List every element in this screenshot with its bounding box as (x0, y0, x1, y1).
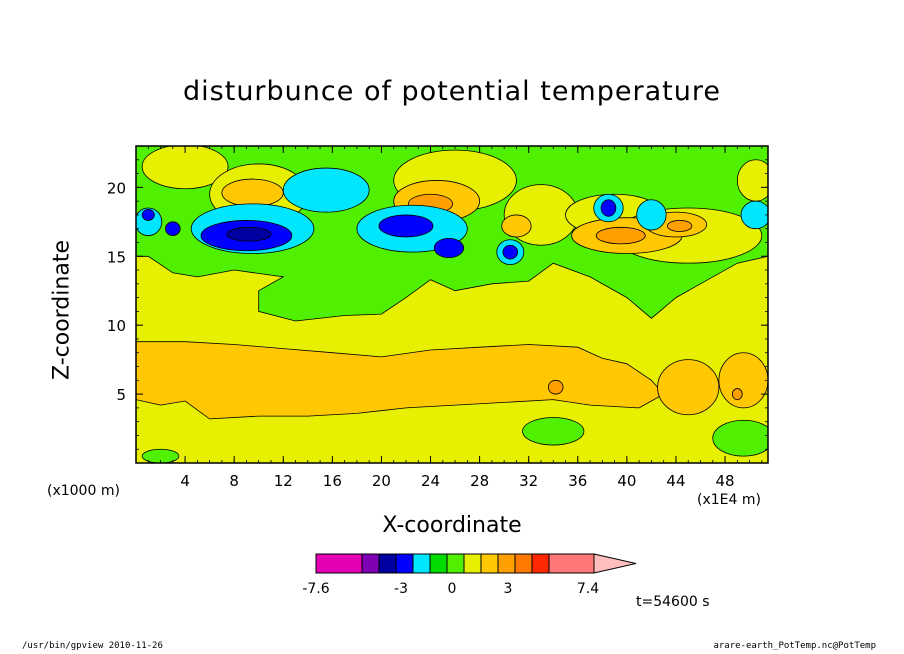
chart-title: disturbunce of potential temperature (183, 76, 721, 107)
colorbar: -7.6 -3 0 3 7.4 (302, 553, 637, 597)
footer-right: arare-earth_PotTemp.nc@PotTemp (713, 641, 876, 651)
x-tick-label: 32 (519, 472, 538, 490)
blob-blue (165, 221, 181, 236)
colorbar-cell (514, 553, 533, 574)
x-tick-label: 28 (470, 472, 489, 490)
blob-yellow (141, 146, 229, 190)
blob-cyan (636, 199, 667, 231)
colorbar-cell (531, 553, 550, 574)
x-unit-note: (x1000 m) (47, 483, 120, 499)
blob-orange-dark (595, 226, 646, 245)
x-tick-label: 48 (716, 472, 735, 490)
band-orange-lower (136, 341, 665, 420)
blob-orange-dark (666, 220, 693, 232)
blob-orange-dark (732, 388, 743, 401)
x-scale-note: (x1E4 m) (697, 492, 761, 508)
x-tick-label: 16 (323, 472, 342, 490)
blob-blue (141, 208, 155, 221)
y-tick-label: 10 (107, 317, 126, 335)
y-ticks: 5 10 15 20 (107, 159, 768, 450)
x-tick-label: 4 (180, 472, 190, 490)
blob-orange (657, 359, 720, 416)
y-tick-label: 15 (107, 248, 126, 266)
colorbar-cell (315, 553, 363, 574)
colorbar-cell (395, 553, 414, 574)
colorbar-label: -7.6 (302, 581, 329, 597)
colorbar-label: 3 (504, 581, 513, 597)
colorbar-cell (412, 553, 431, 574)
blob-blue (433, 237, 465, 259)
x-tick-label: 8 (229, 472, 239, 490)
colorbar-cell (378, 553, 397, 574)
colorbar-label: 0 (448, 581, 457, 597)
field-layer (136, 146, 768, 463)
x-tick-label: 36 (568, 472, 587, 490)
colorbar-cell (497, 553, 516, 574)
blob-orange (501, 214, 532, 238)
blob-blue (502, 244, 519, 260)
colorbar-label: -3 (394, 581, 408, 597)
blob-cyan (740, 200, 768, 230)
x-axis-label: X-coordinate (382, 513, 522, 538)
x-tick-label: 20 (372, 472, 391, 490)
blob-green-lower (141, 448, 180, 463)
y-tick-label: 20 (107, 179, 126, 197)
colorbar-cell (463, 553, 482, 574)
blob-green-lower (712, 419, 768, 457)
blob-orange-dark (547, 379, 564, 395)
blob-cyan (282, 167, 370, 213)
colorbar-cell (548, 553, 595, 574)
time-label: t=54600 s (636, 594, 710, 610)
colorbar-label: 7.4 (577, 581, 599, 597)
blob-blue (378, 214, 434, 238)
x-tick-label: 44 (666, 472, 685, 490)
colorbar-cell (429, 553, 448, 574)
x-ticks: 4 8 12 16 20 24 28 32 36 40 44 48 (147, 146, 763, 490)
colorbar-cell (480, 553, 499, 574)
blob-orange (718, 352, 768, 409)
plot-frame (135, 145, 769, 464)
x-tick-label: 12 (274, 472, 293, 490)
y-tick-label: 5 (116, 386, 126, 404)
blob-orange (221, 178, 284, 208)
colorbar-arrow (593, 553, 637, 574)
blob-navy (226, 226, 272, 242)
x-tick-label: 24 (421, 472, 440, 490)
colorbar-cell (361, 553, 380, 574)
blob-green-lower (522, 417, 585, 446)
x-tick-label: 40 (617, 472, 636, 490)
footer-left: /usr/bin/gpview 2010-11-26 (22, 641, 163, 651)
colorbar-cell (446, 553, 465, 574)
blob-blue (600, 199, 617, 217)
